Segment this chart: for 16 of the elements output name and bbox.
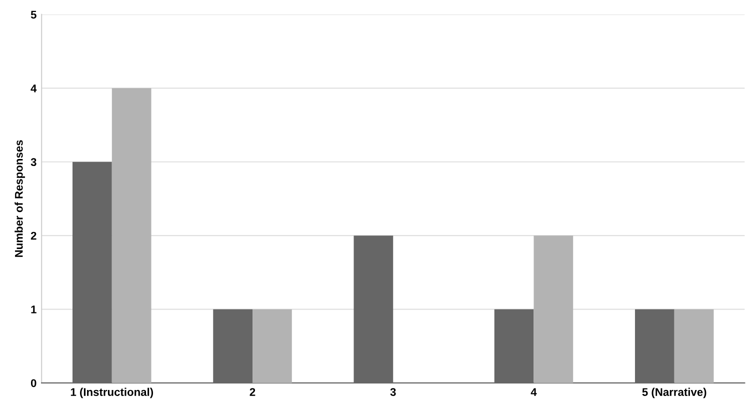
bar — [534, 236, 574, 383]
bar — [112, 88, 152, 383]
x-tick-label: 1 (Instructional) — [70, 388, 154, 398]
x-tick-label: 2 — [250, 388, 256, 396]
bar — [252, 309, 292, 383]
y-tick-label: 3 — [30, 158, 36, 166]
y-axis-title: Number of Responses — [14, 140, 25, 257]
y-tick-label: 2 — [30, 232, 36, 240]
x-tick-label: 3 — [390, 388, 396, 396]
y-tick-label: 0 — [30, 379, 36, 388]
y-tick-label: 4 — [30, 84, 37, 92]
y-tick-label: 5 — [30, 10, 36, 19]
x-tick-label: 4 — [530, 388, 537, 396]
y-tick-label: 1 — [31, 306, 36, 314]
bar — [674, 309, 714, 383]
x-tick-label: 5 (Narrative) — [642, 388, 706, 398]
